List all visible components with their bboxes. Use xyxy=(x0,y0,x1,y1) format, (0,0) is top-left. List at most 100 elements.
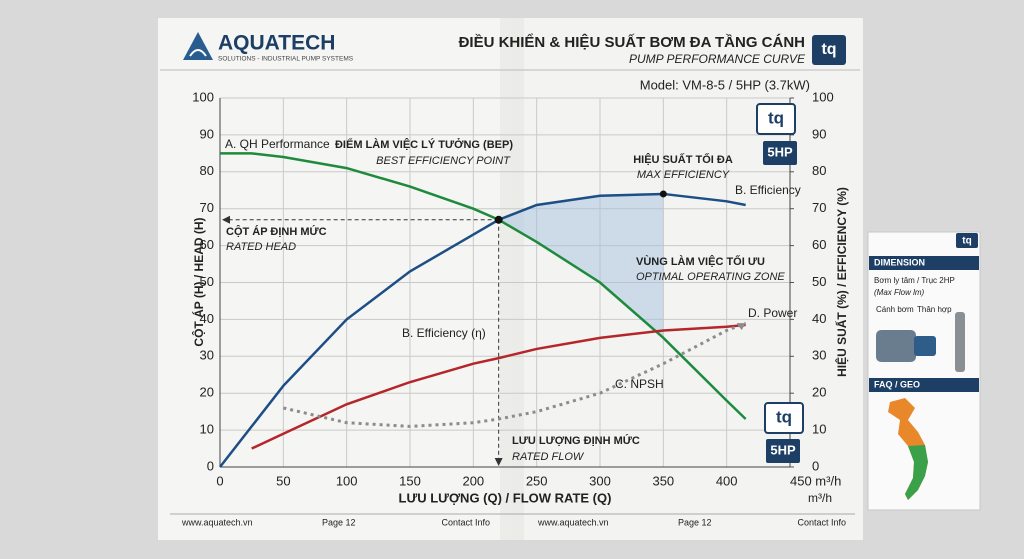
footer-page: Page 12 xyxy=(322,517,356,527)
header-subtitle: PUMP PERFORMANCE CURVE xyxy=(629,52,806,66)
y2-tick-label: 40 xyxy=(812,311,826,326)
badge-box xyxy=(764,402,804,434)
series-line xyxy=(282,321,747,428)
x-tick-label: 300 xyxy=(589,473,611,488)
footer-page: Page 12 xyxy=(678,517,712,527)
dimension-title: DIMENSION xyxy=(874,257,925,267)
x-tick-label: 350 xyxy=(652,473,674,488)
annotation: LƯU LƯỢNG ĐỊNH MỨC xyxy=(512,434,640,447)
x-unit: m³/h xyxy=(808,491,832,505)
series-label: B. Efficiency xyxy=(735,183,801,197)
annotation: HIỆU SUẤT TỐI ĐA xyxy=(633,152,733,166)
y2-tick-label: 30 xyxy=(812,348,826,363)
footer-url: www.aquatech.vn xyxy=(181,517,253,527)
y2-tick-label: 100 xyxy=(812,89,834,104)
badge-box xyxy=(756,103,796,135)
y-tick-label: 70 xyxy=(200,200,214,215)
x-tick-label: 150 xyxy=(399,473,421,488)
y2-tick-label: 20 xyxy=(812,385,826,400)
x-axis-title: LƯU LƯỢNG (Q) / FLOW RATE (Q) xyxy=(399,490,612,505)
y-tick-label: 100 xyxy=(192,89,214,104)
x-tick-label: 200 xyxy=(462,473,484,488)
badge-box xyxy=(766,439,800,463)
x-tick-label: 100 xyxy=(336,473,358,488)
max-efficiency-point xyxy=(659,190,667,198)
logo: AQUATECH xyxy=(218,32,335,55)
y-tick-label: 40 xyxy=(200,311,214,326)
badge: tq xyxy=(768,108,784,127)
y-tick-label: 20 xyxy=(200,385,214,400)
y-tick-label: 80 xyxy=(200,163,214,178)
right-page xyxy=(511,18,863,540)
y-axis-title: CỘT ÁP (H) / HEAD (H) xyxy=(191,217,206,346)
series-line xyxy=(251,323,746,450)
annotation: B. Efficiency (η) xyxy=(402,326,486,340)
y2-tick-label: 70 xyxy=(812,200,826,215)
dimension-band xyxy=(869,256,979,270)
footer-contact: Contact Info xyxy=(797,517,846,527)
y2-tick-label: 50 xyxy=(812,274,826,289)
sidebar-badge: tq xyxy=(962,236,971,247)
y-tick-label: 60 xyxy=(200,237,214,252)
x-tick-label: 450 m³/h xyxy=(790,473,841,488)
faq-title: FAQ / GEO xyxy=(874,379,920,389)
series-line xyxy=(219,192,746,468)
y2-tick-label: 60 xyxy=(812,237,826,252)
badge-box xyxy=(763,141,797,165)
annotation: CỘT ÁP ĐỊNH MỨC xyxy=(226,225,327,238)
x-tick-label: 50 xyxy=(276,473,290,488)
arrow xyxy=(222,215,230,224)
x-tick-label: 0 xyxy=(216,473,223,488)
y2-tick-label: 0 xyxy=(812,458,819,473)
header-badge-box xyxy=(812,35,846,65)
annotation: BEST EFFICIENCY POINT xyxy=(376,155,511,167)
sidebar-text: (Max Flow lm) xyxy=(874,288,925,297)
sidebar-text: Thân hợp xyxy=(917,305,952,314)
map-south xyxy=(905,445,928,500)
footer-contact: Contact Info xyxy=(441,517,490,527)
model: Model: VM-8-5 / 5HP (3.7kW) xyxy=(640,77,810,92)
header-title: ĐIỀU KHIỂN & HIỆU SUẤT BƠM ĐA TẦNG CÁNH xyxy=(459,33,805,51)
sidebar-text: Bơm ly tâm / Trục 2HP xyxy=(874,276,955,285)
annotation: VÙNG LÀM VIỆC TỐI ƯU xyxy=(636,254,765,268)
sidebar-text: Cánh bơm xyxy=(876,305,914,314)
x-tick-label: 250 xyxy=(526,473,548,488)
y2-tick-label: 80 xyxy=(812,163,826,178)
y-tick-label: 30 xyxy=(200,348,214,363)
y2-tick-label: 90 xyxy=(812,126,826,141)
faq-band xyxy=(869,378,979,392)
annotation: MAX EFFICIENCY xyxy=(637,169,730,181)
series-label: D. Power xyxy=(748,306,797,320)
shaft-image xyxy=(955,312,965,372)
badge: 5HP xyxy=(767,144,793,159)
y-tick-label: 10 xyxy=(200,422,214,437)
y2-tick-label: 10 xyxy=(812,422,826,437)
tagline: SOLUTIONS - INDUSTRIAL PUMP SYSTEMS xyxy=(218,56,354,63)
bep-point xyxy=(494,215,503,224)
arrow xyxy=(494,458,503,466)
annotation: OPTIMAL OPERATING ZONE xyxy=(636,271,785,283)
y-tick-label: 90 xyxy=(200,126,214,141)
series-line xyxy=(220,152,747,420)
annotation: RATED FLOW xyxy=(512,451,585,463)
badge: 5HP xyxy=(770,442,796,457)
y-tick-label: 50 xyxy=(200,274,214,289)
y-tick-label: 0 xyxy=(207,458,214,473)
series-label: A. QH Performance xyxy=(225,137,330,151)
chart: 0 10 20 30 40 50 60 70 80 90 100 0 10 20 30 40 50 60 70 80 9… xyxy=(192,89,841,488)
annotation: ĐIỂM LÀM VIỆC LÝ TƯỞNG (BEP) xyxy=(335,138,513,151)
motor-image xyxy=(914,336,936,356)
logo-wave xyxy=(189,49,207,57)
series-label: C. NPSH xyxy=(615,377,664,391)
pump-image xyxy=(876,330,916,362)
badge: tq xyxy=(776,407,792,426)
y2-axis-title: HIỆU SUẤT (%) / EFFICIENCY (%) xyxy=(834,187,849,377)
left-page xyxy=(158,18,511,540)
footer-url: www.aquatech.vn xyxy=(537,517,609,527)
x-tick-label: 400 xyxy=(716,473,738,488)
optimal-zone xyxy=(498,193,664,338)
gutter xyxy=(500,18,524,540)
header-badge: tq xyxy=(821,41,836,58)
arrow xyxy=(736,323,746,331)
